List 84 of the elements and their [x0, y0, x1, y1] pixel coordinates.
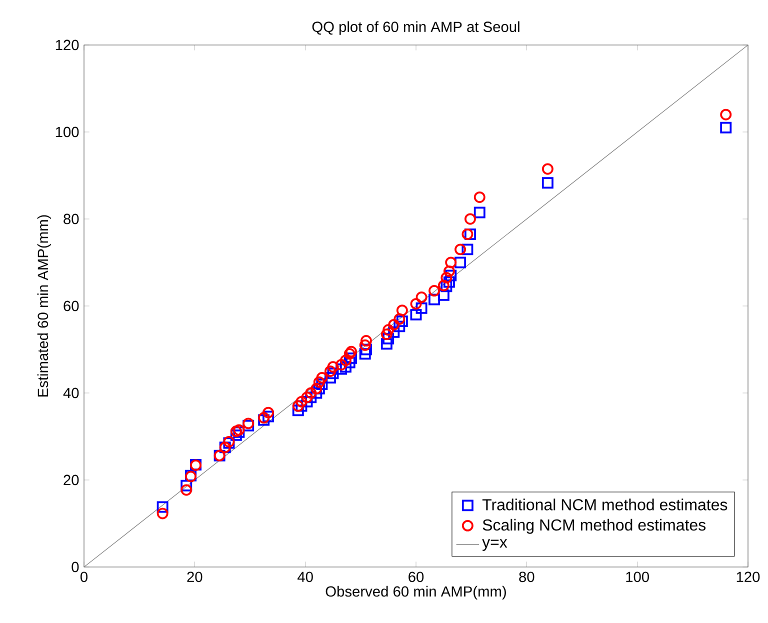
point — [474, 206, 486, 218]
point — [428, 285, 440, 296]
point — [230, 429, 242, 441]
point — [388, 318, 400, 330]
point — [382, 332, 394, 344]
point — [438, 280, 450, 292]
legend-label: y=x — [482, 539, 508, 551]
y-tick-label: 20 — [64, 474, 79, 486]
legend-label: Scaling NCM method estimates — [482, 518, 706, 534]
x-tick-label: 100 — [626, 572, 649, 582]
x-tick-label: 80 — [519, 572, 534, 582]
x-tick-label: 40 — [298, 572, 313, 582]
point — [262, 410, 274, 422]
point — [394, 313, 406, 325]
point — [443, 276, 455, 288]
point — [410, 308, 422, 320]
point — [327, 361, 339, 373]
point — [474, 192, 486, 203]
x-tick-label: 20 — [187, 572, 202, 582]
point — [360, 335, 372, 347]
point — [313, 376, 325, 388]
x-tick-label: 120 — [736, 572, 760, 582]
y-tick-label: 40 — [63, 388, 79, 398]
point — [396, 304, 408, 316]
point — [720, 122, 732, 134]
point — [720, 108, 732, 120]
x-axis-title: Observed 60 min AMP(mm) — [326, 586, 506, 600]
legend-label: Traditional NCM method estimates — [482, 498, 728, 510]
point — [359, 339, 371, 351]
y-tick-label: 80 — [64, 214, 79, 224]
point — [360, 344, 372, 356]
point — [305, 387, 317, 399]
point — [156, 501, 168, 513]
point — [340, 354, 352, 366]
point — [542, 163, 554, 175]
point — [336, 358, 348, 370]
point — [310, 382, 322, 394]
point — [454, 244, 466, 256]
point — [316, 378, 328, 390]
point — [180, 480, 192, 492]
point — [230, 426, 242, 437]
point — [296, 396, 308, 408]
point — [180, 484, 192, 496]
y-tick-label: 120 — [56, 40, 79, 50]
point — [382, 324, 394, 336]
x-tick-label: 60 — [408, 572, 424, 582]
point — [416, 292, 428, 304]
x-tick-label: 0 — [80, 572, 88, 582]
point — [428, 294, 440, 306]
y-axis-title: Estimated 60 min AMP(mm) — [37, 215, 51, 396]
point — [346, 346, 357, 358]
point — [292, 400, 304, 412]
point — [340, 361, 352, 373]
point — [440, 272, 452, 284]
point — [388, 326, 400, 338]
point — [380, 338, 392, 350]
point — [462, 244, 474, 256]
point — [327, 368, 339, 380]
point — [324, 366, 336, 377]
point — [156, 508, 168, 520]
point — [394, 320, 406, 332]
point — [359, 348, 371, 360]
point — [443, 265, 455, 277]
y-tick-label: 60 — [64, 300, 79, 312]
point — [301, 392, 313, 404]
point — [454, 256, 466, 268]
chart-title: QQ plot of 60 min AMP at Seoul — [312, 21, 520, 35]
point — [438, 289, 450, 301]
point — [262, 406, 274, 418]
point — [464, 228, 476, 240]
y-tick-label: 100 — [56, 126, 79, 138]
y-tick-label: 0 — [72, 562, 79, 572]
point — [292, 404, 304, 416]
point — [380, 328, 392, 340]
point — [316, 372, 328, 384]
point — [445, 256, 457, 268]
point — [464, 213, 476, 225]
point — [344, 348, 356, 360]
point — [542, 177, 554, 189]
point — [396, 315, 408, 327]
point — [445, 270, 457, 282]
point — [462, 228, 474, 240]
point — [410, 298, 422, 310]
point — [416, 302, 428, 314]
